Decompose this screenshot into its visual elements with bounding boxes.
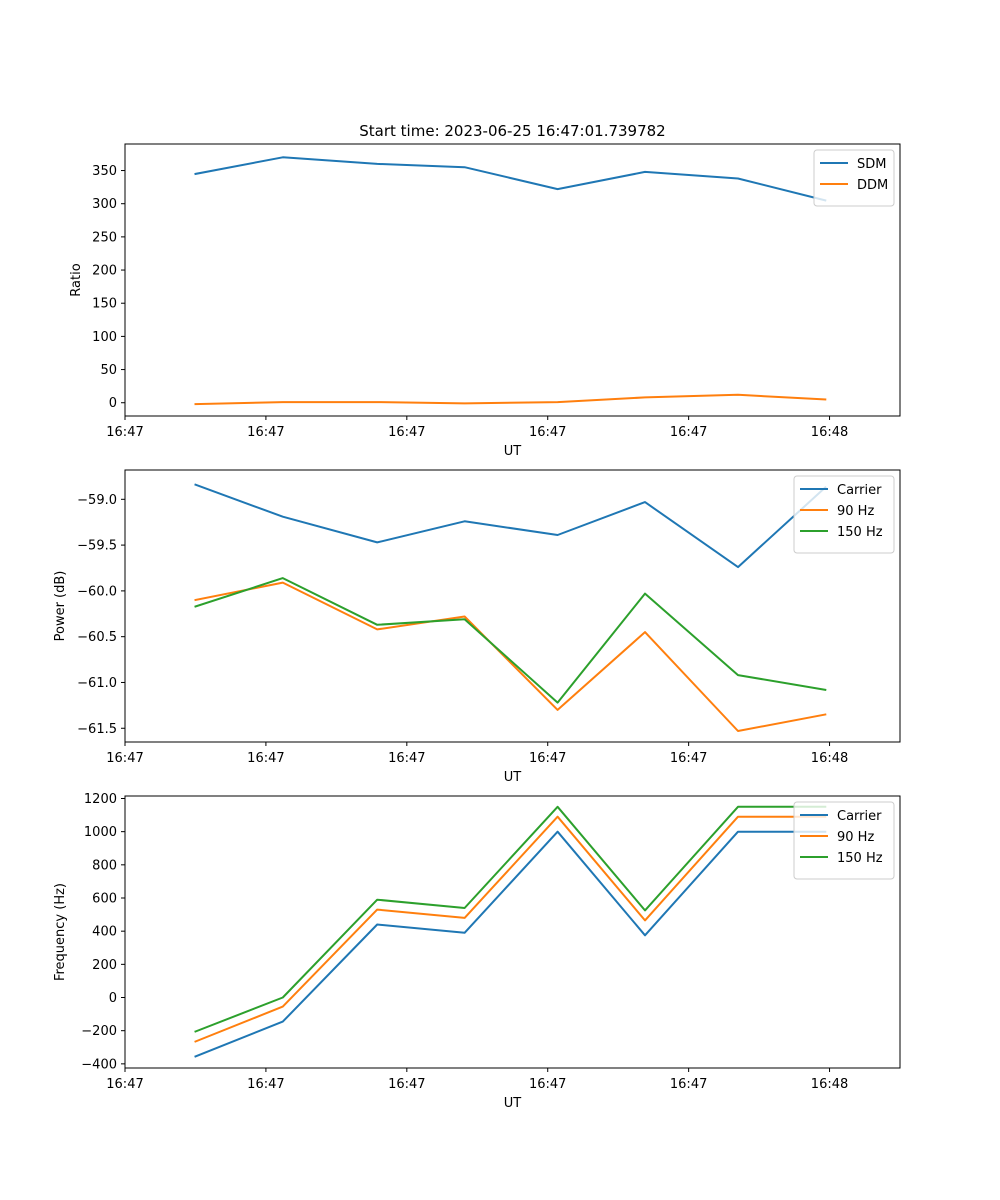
y-tick-label: 100 [92,330,117,345]
x-tick-label: 16:47 [247,751,284,766]
legend-label: Carrier [837,809,882,824]
y-tick-label: −60.0 [77,584,117,599]
y-tick-label: 200 [92,958,117,973]
y-tick-label: 350 [92,164,117,179]
x-tick-label: 16:47 [670,1077,707,1092]
x-tick-label: 16:48 [811,751,848,766]
legend-box [793,475,895,554]
x-tick-label: 16:47 [106,1077,143,1092]
y-tick-label: −61.0 [77,676,117,691]
x-tick-label: 16:48 [811,425,848,440]
y-tick-label: 1200 [84,792,117,807]
y-tick-label: 300 [92,197,117,212]
y-tick-label: 150 [92,297,117,312]
x-tick-label: 16:47 [247,425,284,440]
x-axis-label: UT [504,1096,522,1111]
y-tick-label: −59.5 [77,539,117,554]
legend-label: 90 Hz [837,830,874,845]
legend-label: Carrier [837,483,882,498]
series-line-150-hz [194,805,827,1033]
chart-panel-1: Start time: 2023-06-25 16:47:01.739782 16… [69,122,901,459]
y-tick-label: 800 [92,858,117,873]
series-line-90-hz [194,815,827,1043]
y-tick-label: 250 [92,230,117,245]
y-tick-label: −60.5 [77,630,117,645]
x-tick-label: 16:47 [529,425,566,440]
y-tick-label: 200 [92,264,117,279]
series-line-carrier [194,483,827,569]
x-tick-label: 16:47 [388,1077,425,1092]
x-tick-label: 16:47 [106,425,143,440]
series-line-carrier [194,830,827,1058]
y-tick-label: 1000 [84,825,117,840]
x-tick-label: 16:47 [529,1077,566,1092]
chart-title: Start time: 2023-06-25 16:47:01.739782 [359,122,665,140]
chart-panel-2: 16:47 16:47 16:47 16:47 16:47 16:48 UT −59.0 −59… [53,469,901,785]
x-tick-label: 16:47 [247,1077,284,1092]
series-group [194,805,827,1058]
series-line-ddm [194,393,827,406]
x-tick-label: 16:47 [670,425,707,440]
legend: SDM DDM [813,149,895,207]
y-tick-label: −400 [81,1057,117,1072]
axes-frame [124,795,901,1069]
series-group [194,156,827,406]
legend: Carrier 90 Hz 150 Hz [793,475,895,554]
x-tick-label: 16:47 [670,751,707,766]
y-tick-label: −61.5 [77,722,117,737]
y-axis-label: Ratio [69,263,84,296]
series-group [194,483,827,732]
legend-box [793,801,895,880]
x-axis-label: UT [504,770,522,785]
chart-panel-3: 16:47 16:47 16:47 16:47 16:47 16:48 UT −400 −200… [53,792,901,1111]
y-tick-label: 0 [109,396,117,411]
legend: Carrier 90 Hz 150 Hz [793,801,895,880]
y-tick-label: −59.0 [77,493,117,508]
y-tick-label: −200 [81,1024,117,1039]
x-tick-label: 16:47 [388,751,425,766]
series-line-150-hz [194,577,827,704]
x-tick-label: 16:47 [106,751,143,766]
y-tick-label: 0 [109,991,117,1006]
series-line-90-hz [194,581,827,732]
legend-label: 150 Hz [837,525,883,540]
y-tick-label: 400 [92,925,117,940]
y-tick-label: 600 [92,892,117,907]
x-tick-label: 16:47 [388,425,425,440]
y-tick-label: 50 [100,363,117,378]
series-line-sdm [194,156,827,202]
x-axis-label: UT [504,444,522,459]
axes-frame [124,469,901,743]
x-tick-label: 16:48 [811,1077,848,1092]
y-axis-label: Power (dB) [53,571,68,642]
x-tick-label: 16:47 [529,751,566,766]
legend-label: 150 Hz [837,851,883,866]
legend-label: SDM [857,157,886,172]
legend-label: 90 Hz [837,504,874,519]
legend-label: DDM [857,178,888,193]
axes-frame [124,143,901,417]
y-axis-label: Frequency (Hz) [53,883,68,981]
